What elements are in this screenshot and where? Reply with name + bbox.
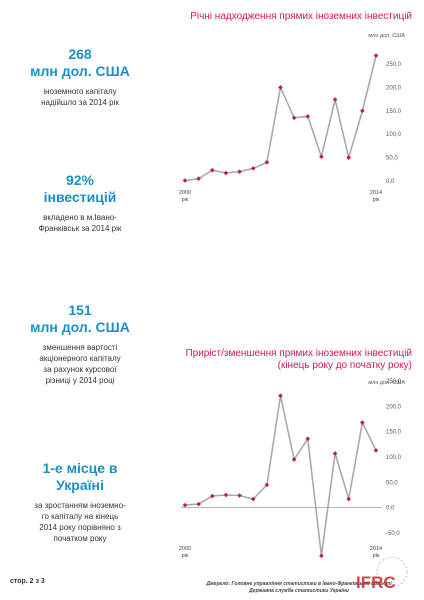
y-tick-label: 100,0 [386,455,402,461]
data-point [305,436,311,442]
y-tick-label: -50,0 [386,531,400,537]
y-axis-unit: млн дол. США [368,380,405,386]
y-tick-label: 0,0 [386,179,395,185]
x-end-label: 2014 [370,190,382,196]
stat-description: вкладено в м.Івано- Франківськ за 2014 р… [10,212,150,234]
stat-value: 151 [68,302,92,318]
data-point [223,492,229,498]
stat-desc-line: різниці у 2014 році [45,376,115,385]
stat-value: 268 [68,46,92,62]
page-number: стор. 2 з 3 [10,578,45,585]
data-point [346,155,352,160]
source-note: Джерело: Головне управління статистики в… [192,581,406,595]
data-point [237,493,242,498]
y-axis-unit: млн дол. США [368,33,405,39]
data-point [209,493,215,499]
y-tick-label: 0,0 [386,506,395,512]
stat-desc-line: за зростанням іноземно- [34,501,126,510]
data-point [250,166,256,171]
x-start-sub-label: рік [182,553,189,559]
data-point [264,482,270,488]
data-point [278,85,283,90]
stat-capital-decrease: 151 млн дол. США зменшення вартості акці… [10,302,150,386]
data-point [360,108,365,114]
x-end-sub-label: рік [373,553,380,559]
data-point [319,154,324,159]
stat-desc-line: надійшло за 2014 рік [41,98,119,107]
data-point [278,393,283,398]
stat-unit: млн дол. США [30,319,130,335]
data-point [332,451,338,456]
stat-desc-line: Франківськ за 2014 рік [38,224,122,233]
stat-desc-line: іноземного капіталу [43,87,117,96]
data-point [182,178,188,183]
stat-value: 1-е місце в [42,460,118,476]
x-end-label: 2014 [370,546,382,552]
chart2-title-line: (кінець року до початку року) [277,360,412,371]
stat-ranking: 1-е місце в Україні за зростанням інозем… [10,460,150,544]
x-start-label: 2000 [179,546,191,552]
data-point [291,115,297,121]
stat-desc-line: 2014 року порівняно з [39,523,121,532]
data-point [360,420,365,425]
logo-text: IFRC [356,573,396,592]
y-tick-label: 200,0 [386,404,402,410]
data-point [373,448,379,453]
data-point [237,169,242,174]
stat-desc-line: зменшення вартості [42,343,118,352]
source-line: Джерело: Головне управління статистики в… [206,581,392,587]
y-tick-label: 250,0 [386,62,402,68]
data-point [250,496,256,502]
y-tick-label: 200,0 [386,85,402,91]
data-point [291,457,297,462]
stat-description: за зростанням іноземно- го капіталу на к… [10,500,150,544]
stat-unit: інвестицій [43,189,117,205]
data-point [196,501,201,507]
stat-foreign-capital: 268 млн дол. США іноземного капіталу над… [10,46,150,108]
chart2-title: Приріст/зменшення прямих іноземних інвес… [185,348,412,372]
chart2-title-line: Приріст/зменшення прямих іноземних інвес… [185,348,412,359]
x-end-sub-label: рік [373,197,380,203]
data-point [209,167,215,173]
data-point [182,502,188,508]
y-tick-label: 150,0 [386,109,402,115]
y-tick-label: 50,0 [386,480,398,486]
stat-desc-line: акціонерного капіталу [39,354,121,363]
stat-unit: Україні [56,477,104,493]
x-start-label: 2000 [179,190,191,196]
ifrc-logo: IFRC [356,556,408,592]
data-point [373,53,379,58]
stat-desc-line: вкладено в м.Івано- [43,213,117,222]
stat-value: 92% [65,172,95,188]
series-line [184,395,377,556]
y-tick-label: 100,0 [386,132,402,138]
x-start-sub-label: рік [182,197,189,203]
chart1-title: Річні надходження прямих іноземних інвес… [190,11,412,22]
y-tick-label: 50,0 [386,156,398,162]
data-point [223,170,229,176]
data-point [319,553,324,559]
data-point [346,496,352,502]
stat-unit: млн дол. США [30,63,130,79]
data-point [332,97,338,102]
stat-desc-line: за рахунок курсової [43,365,117,374]
stat-investment-share: 92% інвестицій вкладено в м.Івано- Франк… [10,172,150,234]
data-point [196,176,201,181]
data-point [264,159,270,165]
source-line: Державна служба статистики України [249,588,349,594]
stat-desc-line: го капіталу на кінець [41,512,119,521]
stat-description: зменшення вартості акціонерного капіталу… [10,342,150,386]
y-tick-label: 250,0 [386,379,402,385]
y-tick-label: 150,0 [386,430,402,436]
stat-desc-line: початком року [53,534,107,543]
stat-description: іноземного капіталу надійшло за 2014 рік [10,86,150,108]
data-point [305,114,311,119]
